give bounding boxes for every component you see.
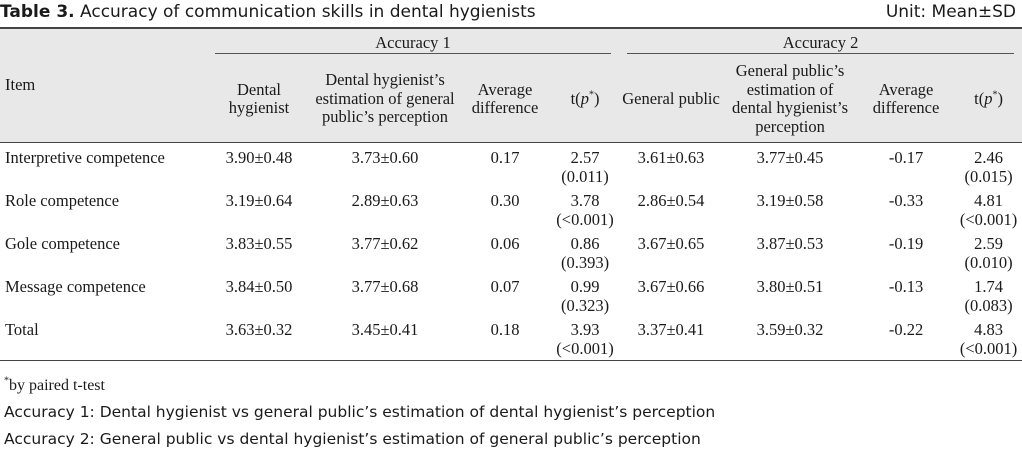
table-row: Message competence 3.84±0.50 3.77±0.68 0… [0,272,1022,315]
t-value: 1.74 [974,277,1003,296]
t-value: 0.86 [570,234,600,253]
cell-t-p-1: 0.99 (0.323) [551,272,619,315]
cell-general-public: 2.86±0.54 [637,191,705,210]
cell-t-p-2: 2.46 (0.015) [955,143,1022,187]
row-item: Interpretive competence [5,148,165,167]
t-value: 2.57 [570,148,600,167]
unit-label: Unit: Mean±SD [885,2,1016,22]
cell-average-difference-2: -0.19 [888,234,924,253]
header-dh-estimation: Dental hygienist’s estimation of general… [311,56,459,143]
cell-gp-estimation: 3.59±0.32 [756,320,824,339]
accuracy-table: Item Accuracy 1 Accuracy 2 Dental hygien… [0,27,1022,361]
cell-dh-estimation: 2.89±0.63 [351,191,419,210]
cell-average-difference-1: 0.18 [490,320,520,339]
t-value: 3.93 [570,320,600,339]
table-header: Item Accuracy 1 Accuracy 2 Dental hygien… [0,28,1022,143]
cell-gp-estimation: 3.77±0.45 [756,148,824,167]
cell-general-public: 3.61±0.63 [637,148,705,167]
header-item: Item [0,28,207,143]
table-caption: Table 3. Accuracy of communication skill… [0,0,1022,26]
p-value: (0.011) [561,166,609,186]
p-value: (<0.001) [959,209,1018,229]
header-t-p-1: t(p*) [551,56,620,143]
t-value: 3.78 [570,191,600,210]
table-body: Interpretive competence 3.90±0.48 3.73±0… [0,143,1022,360]
table-number: Table 3. [0,2,75,22]
row-item: Role competence [5,191,120,210]
note-accuracy-1: Accuracy 1: Dental hygienist vs general … [4,403,716,421]
group-label-accuracy-1: Accuracy 1 [215,33,612,55]
row-item: Message competence [5,277,146,296]
group-label-accuracy-2: Accuracy 2 [627,33,1015,55]
header-group-accuracy-1: Accuracy 1 [207,28,620,56]
p-value: (<0.001) [959,338,1018,358]
cell-dh-estimation: 3.77±0.62 [351,234,419,253]
cell-average-difference-1: 0.07 [490,277,520,296]
cell-t-p-1: 0.86 (0.393) [551,229,619,272]
cell-dental-hygienist: 3.19±0.64 [225,191,293,210]
table-notes: *by paired t-test Accuracy 1: Dental hyg… [4,372,715,453]
cell-dental-hygienist: 3.83±0.55 [225,234,293,253]
cell-t-p-2: 2.59 (0.010) [955,229,1022,272]
cell-t-p-1: 2.57 (0.011) [551,143,619,187]
cell-dh-estimation: 3.45±0.41 [351,320,419,339]
header-gp-estimation: General public’s estimation of dental hy… [723,56,858,143]
cell-average-difference-2: -0.22 [888,320,924,339]
p-value: (<0.001) [556,338,614,358]
t-value: 2.59 [974,234,1003,253]
header-average-difference-1: Average difference [459,56,551,143]
header-t-p-2: t(p*) [955,56,1022,143]
header-dental-hygienist: Dental hygienist [207,56,311,143]
p-value: (<0.001) [556,209,614,229]
cell-t-p-1: 3.78 (<0.001) [551,186,619,229]
cell-dental-hygienist: 3.90±0.48 [225,148,293,167]
p-value: (0.323) [560,295,610,315]
cell-dental-hygienist: 3.63±0.32 [225,320,293,339]
cell-average-difference-1: 0.30 [490,191,520,210]
cell-general-public: 3.67±0.65 [637,234,705,253]
cell-average-difference-2: -0.13 [888,277,924,296]
cell-gp-estimation: 3.87±0.53 [756,234,824,253]
table-row: Role competence 3.19±0.64 2.89±0.63 0.30… [0,186,1022,229]
cell-average-difference-1: 0.06 [490,234,520,253]
table-row-total: Total 3.63±0.32 3.45±0.41 0.18 3.93 (<0.0… [0,315,1022,360]
cell-t-p-1: 3.93 (<0.001) [551,315,619,360]
header-group-accuracy-2: Accuracy 2 [619,28,1022,56]
cell-general-public: 3.67±0.66 [637,277,705,296]
t-value: 2.46 [974,148,1003,167]
t-value: 4.83 [974,320,1003,339]
header-general-public: General public [619,56,724,143]
p-value: (0.015) [964,166,1013,186]
table-title: Accuracy of communication skills in dent… [74,2,536,22]
note-accuracy-2: Accuracy 2: General public vs dental hyg… [4,430,701,448]
cell-average-difference-2: -0.33 [888,191,924,210]
p-value: (0.083) [964,295,1013,315]
table-row: Gole competence 3.83±0.55 3.77±0.62 0.06… [0,229,1022,272]
table-row: Interpretive competence 3.90±0.48 3.73±0… [0,143,1022,187]
cell-t-p-2: 4.81 (<0.001) [955,186,1022,229]
cell-average-difference-1: 0.17 [490,148,520,167]
row-item: Total [5,320,39,339]
t-value: 4.81 [974,191,1003,210]
row-item: Gole competence [5,234,120,253]
cell-dh-estimation: 3.73±0.60 [351,148,419,167]
cell-gp-estimation: 3.80±0.51 [756,277,824,296]
cell-general-public: 3.37±0.41 [637,320,705,339]
cell-gp-estimation: 3.19±0.58 [756,191,824,210]
cell-t-p-2: 1.74 (0.083) [955,272,1022,315]
t-value: 0.99 [570,277,600,296]
header-average-difference-2: Average difference [857,56,956,143]
p-value: (0.010) [964,252,1013,272]
table-container: Item Accuracy 1 Accuracy 2 Dental hygien… [0,27,1022,361]
cell-t-p-2: 4.83 (<0.001) [955,315,1022,360]
p-value: (0.393) [560,252,610,272]
cell-average-difference-2: -0.17 [888,148,924,167]
cell-dh-estimation: 3.77±0.68 [351,277,419,296]
cell-dental-hygienist: 3.84±0.50 [225,277,293,296]
footnote-paired-t-test: *by paired t-test [4,375,105,394]
